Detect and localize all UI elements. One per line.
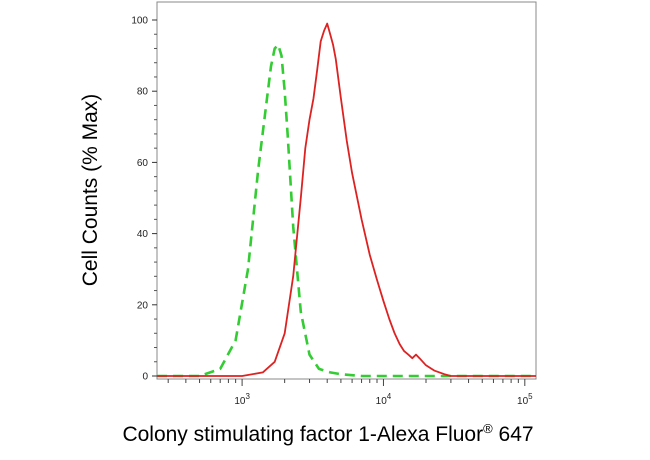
- x-tick-label-exponent: 3: [245, 392, 250, 401]
- x-tick-label-base: 10: [517, 396, 529, 407]
- y-tick-label: 80: [137, 87, 149, 98]
- x-axis-title-main: Colony stimulating factor 1-Alexa Fluor: [122, 423, 483, 446]
- x-tick-label-exponent: 5: [528, 392, 533, 401]
- x-tick-label-base: 10: [234, 396, 246, 407]
- y-tick-label: 20: [137, 300, 149, 311]
- y-tick-label: 60: [137, 158, 149, 169]
- x-axis-title: Colony stimulating factor 1-Alexa Fluor®…: [122, 421, 533, 446]
- control-histogram-line: [157, 43, 536, 378]
- y-axis-title: Cell Counts (% Max): [79, 94, 102, 287]
- y-tick-label: 100: [131, 16, 148, 27]
- x-tick-label-exponent: 4: [387, 392, 392, 401]
- x-tick-label: 105: [517, 392, 533, 407]
- x-tick-label-base: 10: [376, 396, 388, 407]
- y-tick-label: 0: [142, 372, 148, 383]
- plot-frame: [156, 1, 537, 380]
- series-layer: [157, 22, 536, 378]
- y-tick-label: 40: [137, 229, 149, 240]
- x-tick-label: 103: [234, 392, 250, 407]
- x-axis-title-suffix: 647: [493, 423, 534, 446]
- x-axis-title-superscript: ®: [483, 421, 493, 436]
- sample-histogram-line: [157, 22, 536, 377]
- x-axis: 103 104 105: [167, 379, 533, 407]
- x-tick-label: 104: [376, 392, 392, 407]
- y-axis: 0 20 40 60 80 100: [131, 16, 157, 383]
